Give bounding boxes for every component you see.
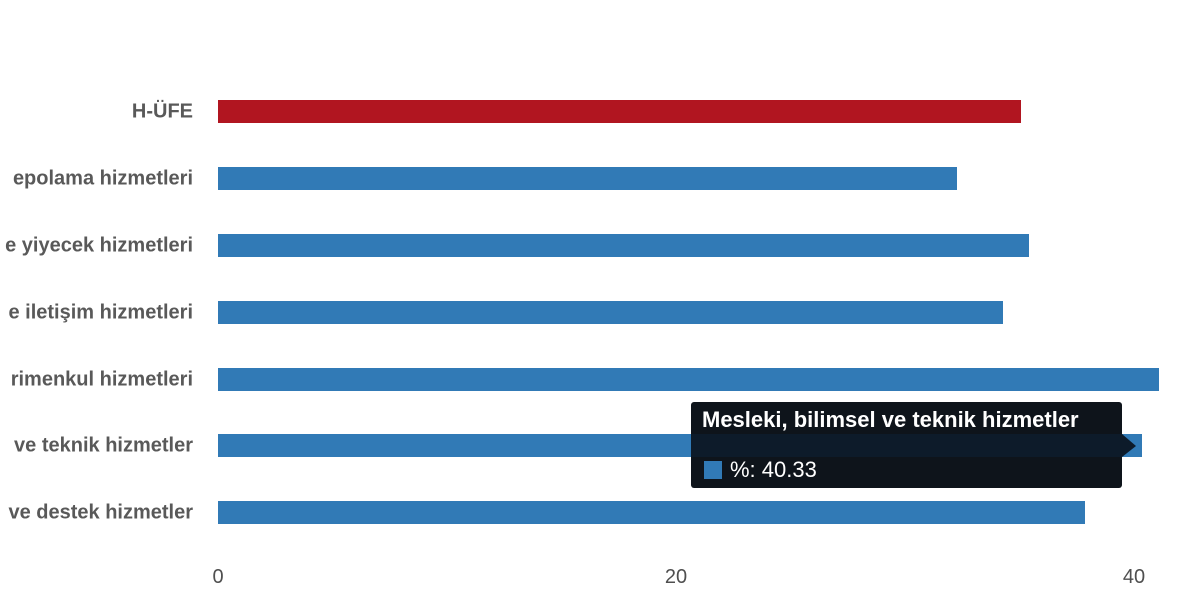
category-label: ve teknik hizmetler bbox=[14, 434, 193, 456]
chart-bar[interactable] bbox=[218, 501, 1085, 524]
tooltip-value-row: %: 40.33 bbox=[704, 457, 817, 483]
series-marker-icon bbox=[704, 461, 722, 479]
chart-bar[interactable] bbox=[218, 368, 1159, 391]
tooltip-callout-arrow bbox=[1122, 434, 1136, 457]
chart-bar[interactable] bbox=[218, 100, 1021, 123]
category-label: e iletişim hizmetleri bbox=[8, 301, 193, 323]
tooltip-bar-strip bbox=[691, 434, 1122, 457]
tooltip-title: Mesleki, bilimsel ve teknik hizmetler bbox=[702, 407, 1079, 432]
chart-bar[interactable] bbox=[218, 301, 1003, 324]
tooltip-value: %: 40.33 bbox=[730, 457, 817, 482]
chart-bar[interactable] bbox=[218, 167, 957, 190]
category-label: H-ÜFE bbox=[131, 100, 193, 122]
tooltip: Mesleki, bilimsel ve teknik hizmetler %:… bbox=[691, 402, 1136, 488]
category-label: rimenkul hizmetleri bbox=[10, 368, 193, 390]
category-label: epolama hizmetleri bbox=[12, 167, 193, 189]
category-label: e yiyecek hizmetleri bbox=[5, 234, 193, 256]
x-axis-tick-label: 0 bbox=[212, 566, 224, 588]
x-axis-tick-label: 20 bbox=[664, 566, 688, 588]
chart-bar[interactable] bbox=[218, 234, 1029, 257]
x-axis-tick-label: 40 bbox=[1122, 566, 1146, 588]
category-label: ve destek hizmetler bbox=[8, 501, 193, 523]
